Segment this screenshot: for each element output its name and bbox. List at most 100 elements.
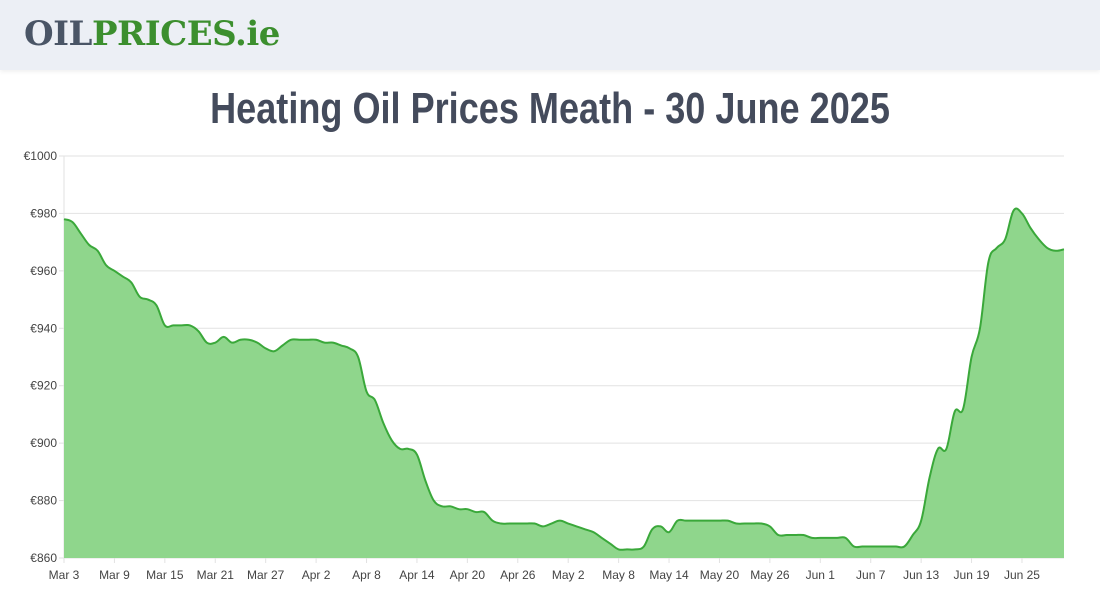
data-point[interactable] bbox=[901, 544, 907, 550]
data-point[interactable] bbox=[288, 337, 294, 343]
data-point[interactable] bbox=[1036, 236, 1042, 242]
data-point[interactable] bbox=[1053, 248, 1059, 254]
data-point[interactable] bbox=[910, 532, 916, 538]
data-point[interactable] bbox=[885, 544, 891, 550]
data-point[interactable] bbox=[826, 535, 832, 541]
data-point[interactable] bbox=[389, 437, 395, 443]
data-point[interactable] bbox=[725, 518, 731, 524]
data-point[interactable] bbox=[691, 518, 697, 524]
data-point[interactable] bbox=[868, 544, 874, 550]
data-point[interactable] bbox=[801, 532, 807, 538]
data-point[interactable] bbox=[296, 337, 302, 343]
data-point[interactable] bbox=[187, 322, 193, 328]
data-point[interactable] bbox=[590, 529, 596, 535]
data-point[interactable] bbox=[78, 231, 84, 237]
data-point[interactable] bbox=[792, 532, 798, 538]
data-point[interactable] bbox=[279, 343, 285, 349]
data-point[interactable] bbox=[607, 541, 613, 547]
data-point[interactable] bbox=[271, 348, 277, 354]
data-point[interactable] bbox=[473, 509, 479, 515]
data-point[interactable] bbox=[767, 523, 773, 529]
data-point[interactable] bbox=[1002, 236, 1008, 242]
data-point[interactable] bbox=[893, 544, 899, 550]
data-point[interactable] bbox=[851, 544, 857, 550]
data-point[interactable] bbox=[372, 397, 378, 403]
data-point[interactable] bbox=[263, 345, 269, 351]
data-point[interactable] bbox=[985, 259, 991, 265]
data-point[interactable] bbox=[1011, 208, 1017, 214]
data-point[interactable] bbox=[422, 477, 428, 483]
data-point[interactable] bbox=[977, 325, 983, 331]
data-point[interactable] bbox=[515, 521, 521, 527]
data-point[interactable] bbox=[649, 526, 655, 532]
data-point[interactable] bbox=[632, 546, 638, 552]
data-point[interactable] bbox=[994, 245, 1000, 251]
data-point[interactable] bbox=[674, 518, 680, 524]
data-point[interactable] bbox=[212, 340, 218, 346]
data-point[interactable] bbox=[935, 446, 941, 452]
data-point[interactable] bbox=[464, 506, 470, 512]
data-point[interactable] bbox=[758, 521, 764, 527]
data-point[interactable] bbox=[456, 506, 462, 512]
data-point[interactable] bbox=[658, 523, 664, 529]
data-point[interactable] bbox=[616, 546, 622, 552]
data-point[interactable] bbox=[506, 521, 512, 527]
data-point[interactable] bbox=[162, 322, 168, 328]
data-point[interactable] bbox=[624, 546, 630, 552]
data-point[interactable] bbox=[733, 521, 739, 527]
data-point[interactable] bbox=[1061, 246, 1067, 252]
data-point[interactable] bbox=[960, 406, 966, 412]
data-point[interactable] bbox=[355, 354, 361, 360]
data-point[interactable] bbox=[254, 340, 260, 346]
data-point[interactable] bbox=[204, 340, 210, 346]
data-point[interactable] bbox=[641, 544, 647, 550]
data-point[interactable] bbox=[103, 262, 109, 268]
data-point[interactable] bbox=[128, 279, 134, 285]
data-point[interactable] bbox=[170, 322, 176, 328]
data-point[interactable] bbox=[120, 274, 126, 280]
data-point[interactable] bbox=[523, 521, 529, 527]
data-point[interactable] bbox=[95, 248, 101, 254]
data-point[interactable] bbox=[498, 521, 504, 527]
data-point[interactable] bbox=[952, 409, 958, 415]
data-point[interactable] bbox=[414, 452, 420, 458]
data-point[interactable] bbox=[750, 521, 756, 527]
data-point[interactable] bbox=[565, 521, 571, 527]
data-point[interactable] bbox=[1019, 210, 1025, 216]
data-point[interactable] bbox=[490, 518, 496, 524]
data-point[interactable] bbox=[548, 521, 554, 527]
data-point[interactable] bbox=[817, 535, 823, 541]
data-point[interactable] bbox=[859, 544, 865, 550]
data-point[interactable] bbox=[834, 535, 840, 541]
data-point[interactable] bbox=[364, 388, 370, 394]
data-point[interactable] bbox=[61, 216, 67, 222]
data-point[interactable] bbox=[246, 337, 252, 343]
data-point[interactable] bbox=[397, 446, 403, 452]
data-point[interactable] bbox=[683, 518, 689, 524]
data-point[interactable] bbox=[229, 340, 235, 346]
data-point[interactable] bbox=[111, 268, 117, 274]
data-point[interactable] bbox=[716, 518, 722, 524]
data-point[interactable] bbox=[927, 475, 933, 481]
data-point[interactable] bbox=[742, 521, 748, 527]
data-point[interactable] bbox=[380, 420, 386, 426]
data-point[interactable] bbox=[599, 535, 605, 541]
site-logo[interactable]: OILPRICES.ie bbox=[24, 14, 280, 54]
data-point[interactable] bbox=[69, 219, 75, 225]
data-point[interactable] bbox=[179, 322, 185, 328]
data-point[interactable] bbox=[1027, 225, 1033, 231]
data-point[interactable] bbox=[708, 518, 714, 524]
data-point[interactable] bbox=[843, 535, 849, 541]
data-point[interactable] bbox=[876, 544, 882, 550]
data-point[interactable] bbox=[540, 523, 546, 529]
data-point[interactable] bbox=[237, 337, 243, 343]
data-point[interactable] bbox=[347, 345, 353, 351]
data-point[interactable] bbox=[532, 521, 538, 527]
data-point[interactable] bbox=[481, 509, 487, 515]
data-point[interactable] bbox=[969, 354, 975, 360]
data-point[interactable] bbox=[574, 523, 580, 529]
data-point[interactable] bbox=[86, 242, 92, 248]
data-point[interactable] bbox=[153, 302, 159, 308]
data-point[interactable] bbox=[195, 328, 201, 334]
data-point[interactable] bbox=[439, 503, 445, 509]
